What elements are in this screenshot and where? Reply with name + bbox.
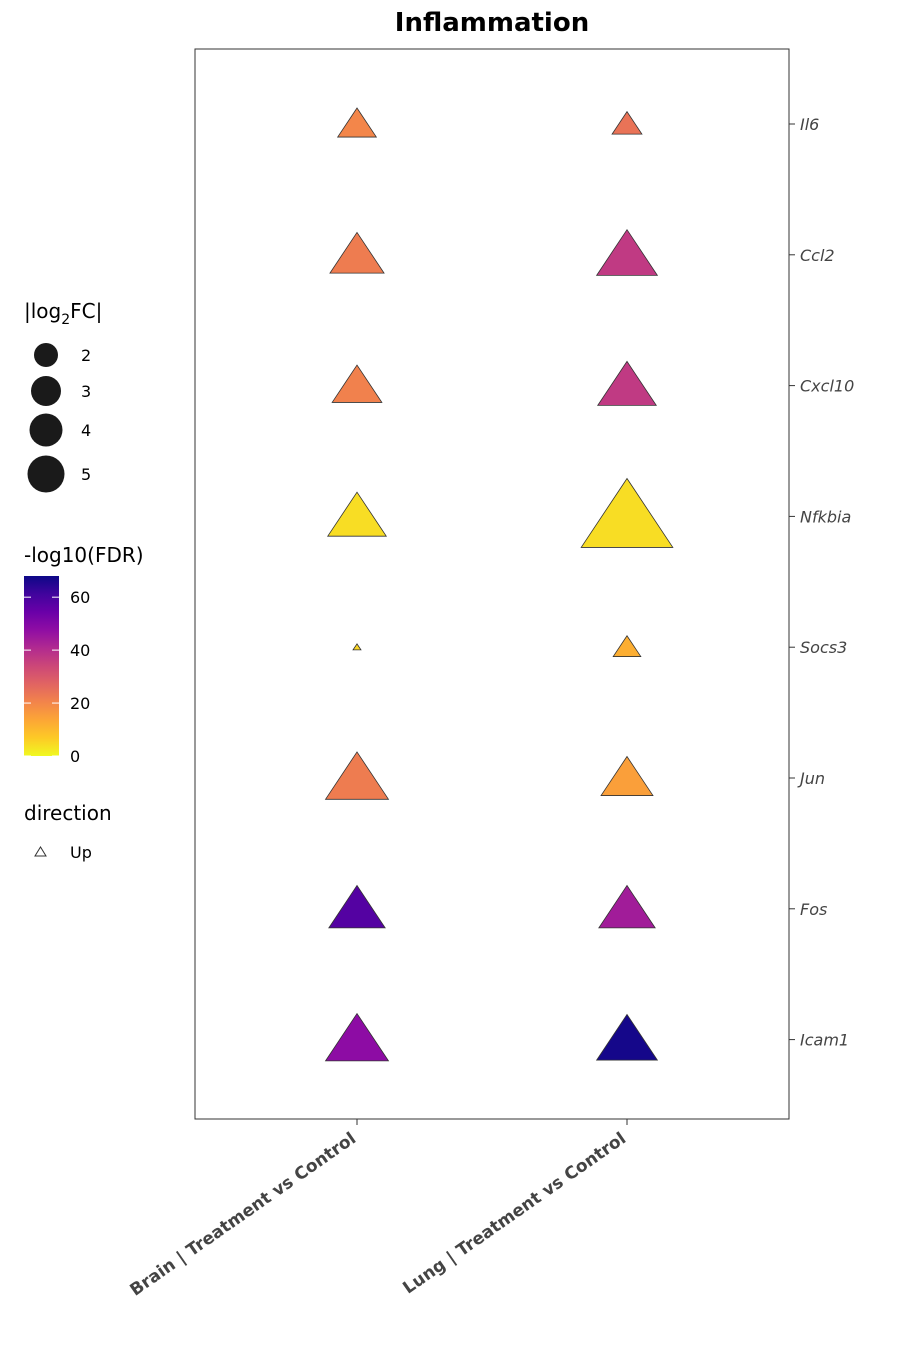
data-point-triangle [580, 477, 674, 548]
plot-panel [194, 48, 790, 1120]
color-legend-title: -log10(FDR) [24, 543, 144, 567]
y-tick-label: Il6 [800, 115, 819, 134]
points-layer [324, 107, 674, 1062]
data-point-triangle [329, 231, 385, 274]
size-legend-title: |log2FC| [24, 299, 102, 328]
size-legend-dot [29, 413, 63, 447]
chart-title: Inflammation [395, 8, 589, 38]
data-point-triangle [326, 491, 388, 537]
color-legend-label: 60 [70, 588, 90, 607]
x-axis: Brain | Treatment vs Control Lung | Treat… [127, 1119, 630, 1300]
y-tick-label: Nfkbia [800, 507, 851, 526]
x-tick-label: Lung | Treatment vs Control [399, 1129, 629, 1299]
data-point-triangle [596, 360, 658, 406]
size-legend-label: 5 [81, 465, 91, 484]
size-legend-label: 2 [81, 346, 91, 365]
size-legend-dot [34, 343, 58, 367]
x-tick-label: Brain | Treatment vs Control [127, 1129, 360, 1301]
size-legend-label: 3 [81, 382, 91, 401]
y-tick-label: Socs3 [800, 638, 847, 657]
y-tick-label: Icam1 [800, 1031, 849, 1050]
data-point-triangle [352, 643, 362, 651]
size-legend-dot [31, 376, 61, 406]
shape-legend: direction Up [24, 801, 112, 862]
data-point-triangle [328, 884, 386, 929]
color-legend: -log10(FDR) 0 20 40 60 [24, 543, 144, 766]
data-point-triangle [595, 1013, 659, 1061]
data-point-triangle [611, 110, 643, 135]
data-point-triangle [600, 755, 654, 796]
shape-legend-label: Up [70, 843, 92, 862]
data-point-triangle [324, 751, 390, 800]
color-legend-bar [24, 576, 59, 756]
y-tick-label: Ccl2 [800, 246, 835, 265]
y-axis: Il6 Ccl2 Cxcl10 Nfkbia Socs3 Jun Fos Icam1 [789, 115, 854, 1050]
shape-legend-title: direction [24, 801, 112, 825]
size-legend-dot [27, 455, 65, 493]
color-legend-label: 0 [70, 747, 80, 766]
color-legend-label: 40 [70, 641, 90, 660]
data-point-triangle [612, 635, 642, 657]
y-tick-label: Jun [797, 769, 825, 788]
color-legend-label: 20 [70, 694, 90, 713]
data-point-triangle [331, 364, 383, 403]
data-point-triangle [598, 884, 656, 929]
size-legend-label: 4 [81, 421, 91, 440]
data-point-triangle [324, 1012, 390, 1062]
data-point-triangle [336, 107, 378, 138]
y-tick-label: Cxcl10 [800, 377, 854, 396]
size-legend: |log2FC| 2 3 4 5 [24, 299, 102, 493]
y-tick-label: Fos [800, 900, 827, 919]
data-point-triangle [595, 228, 659, 276]
shape-legend-triangle [34, 846, 47, 857]
